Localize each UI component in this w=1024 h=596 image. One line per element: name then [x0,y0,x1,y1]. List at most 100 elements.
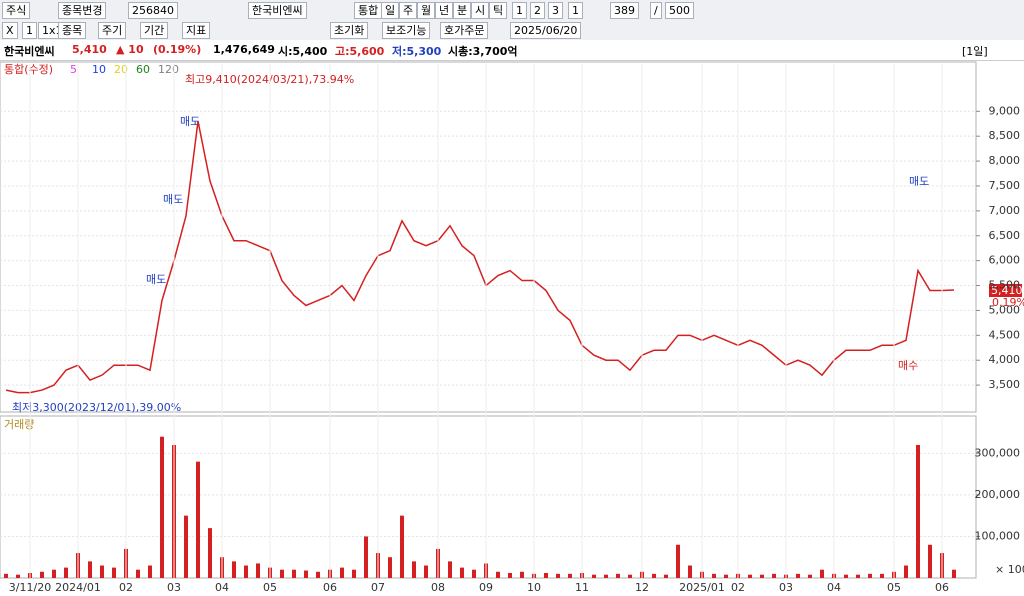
y-tick-label: 5,000 [989,303,1021,316]
toolbar-item[interactable]: 주식 [2,2,31,19]
toolbar-item[interactable]: X [2,22,18,39]
x-tick-label: 04 [215,581,229,594]
toolbar-item[interactable]: 보조기능 [382,22,431,39]
legend-title: 통합(수정) [4,63,53,76]
toolbar-item[interactable]: 2025/06/20 [510,22,582,39]
toolbar-item[interactable]: 지표 [182,22,211,39]
toolbar-item[interactable]: 종목 [58,22,87,39]
toolbar-item[interactable]: 1 [512,2,527,19]
toolbar-item[interactable]: 2 [530,2,545,19]
y-tick-label: 9,000 [989,104,1021,117]
legend-entry: 10 [92,63,106,76]
volume-bar [340,567,344,578]
open: 시:5,400 [278,45,328,58]
volume-bar [772,573,776,578]
volume-bar [820,569,824,578]
change: ▲ 10 [116,43,144,56]
volume-panel [0,415,977,579]
volume-bar [952,569,956,578]
volume-bar [184,515,188,578]
x-tick-label: 06 [323,581,337,594]
volume-bar [52,569,56,578]
x-tick-label: 03 [167,581,181,594]
volume-bar [676,544,680,578]
toolbar-item[interactable]: 3 [548,2,563,19]
x-tick-label: 04 [827,581,841,594]
volume-bar [112,567,116,578]
annotation: 매도 [909,175,929,188]
toolbar-item[interactable]: 종목변경 [58,2,107,19]
price-line [5,121,955,394]
volume-bar [400,515,404,578]
y-tick-label: 3,500 [989,378,1021,391]
toolbar-item[interactable]: 시 [471,2,490,19]
x-tick-label: 3/11/20 [9,581,51,594]
toolbar-item[interactable]: 1 [22,22,37,39]
volume-bar [868,573,872,578]
period[interactable]: [1일] [962,45,988,58]
stock-name: 한국비엔씨 [4,45,55,58]
volume-bar [100,565,104,578]
toolbar-item[interactable]: 기간 [140,22,169,39]
volume-bar [724,574,728,578]
volume-bar [412,561,416,578]
y-tick-label: 6,000 [989,254,1021,267]
volume-bar [136,569,140,578]
volume-bar [280,569,284,578]
volume: 1,476,649 [213,43,275,56]
x-tick-label: 05 [263,581,277,594]
x-tick-label: 08 [431,581,445,594]
volume-bar [928,544,932,578]
volume-bar [316,571,320,578]
volume-bar [916,445,920,578]
toolbar-item[interactable]: 호가주문 [440,22,489,39]
toolbar-item[interactable]: 통합 [354,2,383,19]
volume-bar [16,574,20,578]
toolbar-item[interactable]: 주 [399,2,418,19]
toolbar-item[interactable]: 초기화 [330,22,369,39]
toolbar-item[interactable]: 년 [435,2,454,19]
toolbar-item[interactable]: / [650,2,662,19]
volume-bar [448,561,452,578]
toolbar: 주식 종목변경 256840 한국비엔씨 통합 일 주 월 년 분 시 틱 1 2 3 1 389/500 [0,0,1024,21]
last-price: 5,410 [991,284,1023,297]
volume-bar [364,536,368,578]
toolbar-item[interactable]: 500 [665,2,694,19]
volume-bar [856,574,860,578]
toolbar-item[interactable]: 일 [381,2,400,19]
legend-entry: 60 [136,63,150,76]
volume-bar [808,574,812,578]
volume-bar [880,573,884,578]
volume-bar [256,563,260,578]
annotation: 매수 [898,359,918,372]
volume-bar [4,573,8,578]
x-tick-label: 09 [479,581,493,594]
volume-bar [460,567,464,578]
volume-bar [664,574,668,578]
annotation: 매도 [146,273,166,286]
toolbar-item[interactable]: 분 [453,2,472,19]
toolbar-item[interactable]: 주기 [98,22,127,39]
low: 저:5,300 [392,45,442,58]
volume-bar [592,574,596,578]
volume-bar [748,574,752,578]
volume-bar [208,528,212,578]
info-bar: 한국비엔씨 5,410 ▲ 10 (0.19%) 1,476,649 시:5,4… [0,40,1024,61]
x-tick-label: 06 [935,581,949,594]
toolbar-item[interactable]: 256840 [128,2,178,19]
toolbar-item[interactable]: 월 [417,2,436,19]
y-tick-label: 4,500 [989,328,1021,341]
annotation: 최저3,300(2023/12/01),39.00% [12,401,181,414]
volume-bar [292,569,296,578]
toolbar-item[interactable]: 389 [610,2,639,19]
volume-title: 거래량 [4,418,34,431]
x-tick-label: 2024/01 [55,581,101,594]
x-tick-label: 2025/01 [679,581,725,594]
toolbar-item[interactable]: 틱 [489,2,508,19]
last-price-tag [989,284,1022,297]
rate: (0.19%) [153,43,202,56]
toolbar-item[interactable]: 1 [568,2,583,19]
volume-bar [64,567,68,578]
toolbar-item[interactable]: 한국비엔씨 [248,2,307,19]
